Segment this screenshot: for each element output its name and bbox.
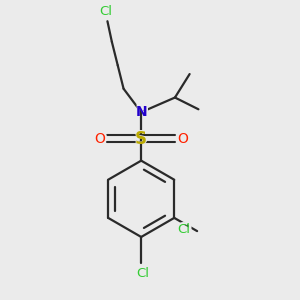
Text: Cl: Cl — [177, 223, 190, 236]
Text: Cl: Cl — [175, 220, 193, 238]
Text: Cl: Cl — [97, 3, 115, 21]
Text: N: N — [135, 105, 147, 119]
Text: O: O — [94, 132, 105, 145]
Text: O: O — [176, 130, 190, 148]
Text: Cl: Cl — [136, 267, 149, 280]
Text: O: O — [178, 132, 189, 145]
Text: S: S — [135, 130, 147, 148]
Text: S: S — [134, 129, 148, 148]
Text: N: N — [134, 103, 148, 121]
Text: Cl: Cl — [100, 5, 112, 18]
Text: Cl: Cl — [134, 265, 152, 283]
Text: O: O — [92, 130, 106, 148]
